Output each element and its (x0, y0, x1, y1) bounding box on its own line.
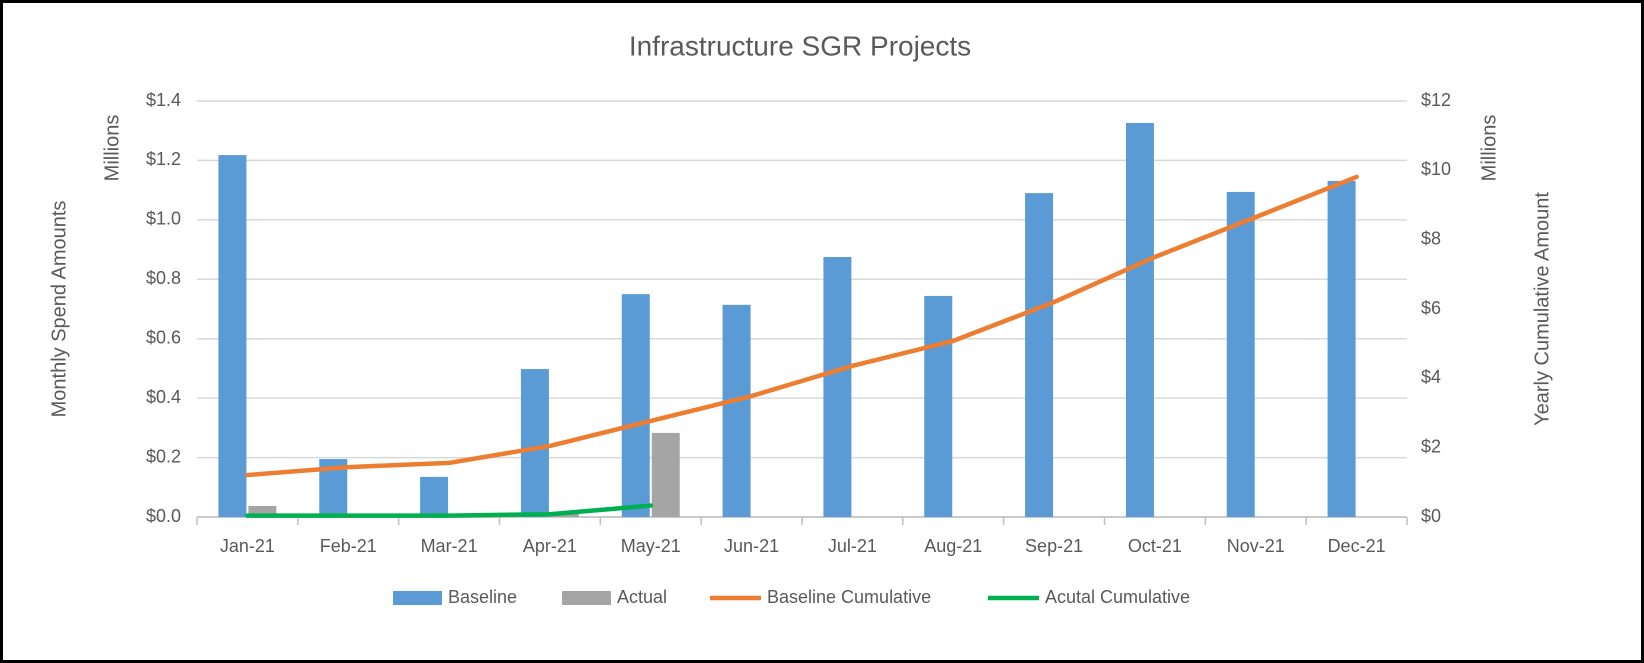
y2-unit-label: Millions (1478, 115, 1500, 182)
legend-label: Baseline (448, 587, 517, 607)
x-tick-label: Feb-21 (320, 536, 377, 556)
x-tick-label: Sep-21 (1025, 536, 1083, 556)
bar (823, 257, 852, 517)
y2-tick-label: $8 (1421, 228, 1441, 248)
x-tick-label: Nov-21 (1227, 536, 1285, 556)
bar (1226, 191, 1255, 517)
bar (218, 155, 247, 517)
y-tick-label: $0.6 (146, 327, 181, 347)
y2-tick-label: $12 (1421, 90, 1451, 110)
y2-tick-label: $6 (1421, 298, 1441, 318)
y2-tick-label: $0 (1421, 506, 1441, 526)
bar (420, 476, 449, 517)
y-tick-label: $1.2 (146, 149, 181, 169)
bar (651, 432, 680, 517)
chart-title: Infrastructure SGR Projects (629, 30, 971, 61)
x-tick-label: Jul-21 (828, 536, 877, 556)
bar (924, 295, 953, 517)
bar (722, 304, 751, 517)
x-tick-label: Apr-21 (523, 536, 577, 556)
x-tick-label: Jun-21 (724, 536, 779, 556)
bar (1125, 122, 1154, 517)
x-tick-label: May-21 (621, 536, 681, 556)
y2-axis-title: Yearly Cumulative Amount (1531, 192, 1553, 426)
y2-tick-label: $2 (1421, 436, 1441, 456)
line (245, 503, 653, 518)
y2-tick-label: $10 (1421, 159, 1451, 179)
y2-tick-label: $4 (1421, 367, 1441, 387)
x-tick-label: Dec-21 (1328, 536, 1386, 556)
legend-swatch (393, 591, 442, 605)
line (245, 174, 1359, 478)
legend-label: Actual (617, 587, 667, 607)
legend-swatch (562, 591, 611, 605)
bar (1025, 193, 1054, 517)
y-tick-label: $0.4 (146, 387, 181, 407)
bar (621, 294, 650, 517)
y-unit-label: Millions (101, 115, 123, 182)
x-tick-label: Mar-21 (421, 536, 478, 556)
y-tick-label: $0.0 (146, 506, 181, 526)
bar (1327, 180, 1356, 517)
bar (248, 506, 277, 517)
x-tick-label: Jan-21 (220, 536, 275, 556)
x-tick-label: Oct-21 (1128, 536, 1182, 556)
x-tick-label: Aug-21 (924, 536, 982, 556)
bar (520, 369, 549, 517)
legend-label: Baseline Cumulative (767, 587, 931, 607)
y-tick-label: $0.8 (146, 268, 181, 288)
y-tick-label: $0.2 (146, 446, 181, 466)
y-tick-label: $1.0 (146, 209, 181, 229)
y-axis-title: Monthly Spend Amounts (48, 201, 70, 418)
legend-label: Acutal Cumulative (1045, 587, 1190, 607)
y-tick-label: $1.4 (146, 90, 181, 110)
bar (550, 514, 579, 517)
